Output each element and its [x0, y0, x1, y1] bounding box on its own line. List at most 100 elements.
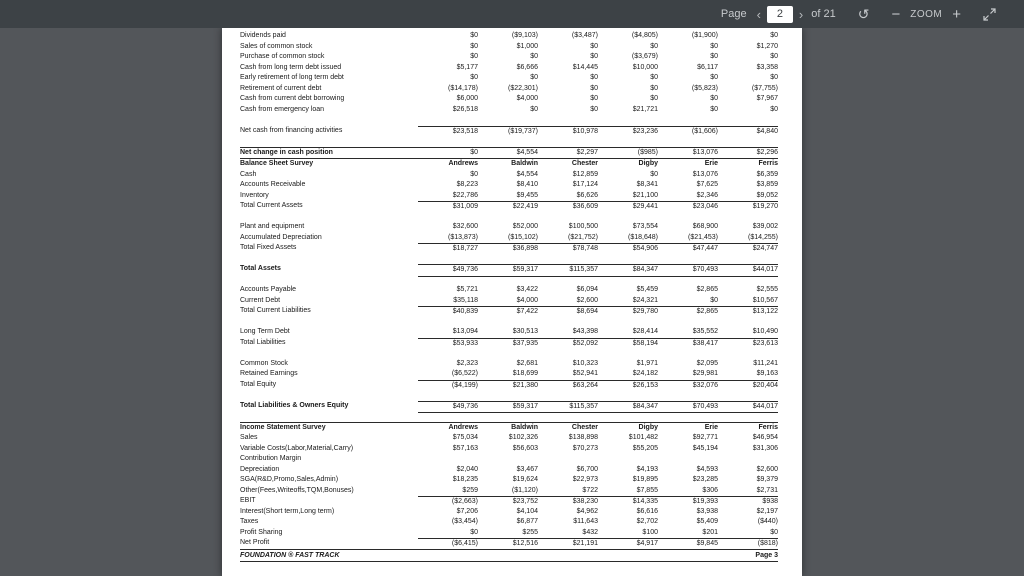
cell-value: $21,191 [538, 538, 598, 550]
cell-value: $2,095 [696, 359, 718, 367]
cell-value: $30,513 [512, 328, 538, 335]
cell-value: $70,273 [572, 444, 598, 452]
column-header: Digby [638, 160, 658, 167]
cell-value: $1,270 [756, 42, 778, 50]
next-page-button[interactable]: › [799, 8, 803, 21]
cell-value: $138,898 [568, 434, 598, 441]
cell-value: $0 [470, 170, 478, 178]
cell-value: $1,000 [516, 42, 538, 50]
cell-value: $17,124 [572, 181, 598, 188]
row-label: Total Current Liabilities [240, 307, 311, 314]
table-row: Cash from current debt borrowing $6,000 $4… [240, 94, 778, 105]
cell-value: $0 [590, 105, 598, 113]
table-row: SGA(R&D,Promo,Sales,Admin) $18,235 $19,624… [240, 475, 778, 486]
table-spacer [240, 348, 778, 359]
report-footer: FOUNDATION ® FAST TRACK Page 3 [240, 548, 778, 562]
cell-value: $0 [530, 74, 538, 81]
cell-value: $63,264 [538, 379, 598, 392]
cell-value: $8,223 [456, 181, 478, 188]
cell-value: ($21,752) [568, 233, 598, 241]
table-row: Total Liabilities $53,933 $37,935 $52,092 $5… [240, 337, 778, 350]
cell-value: $43,398 [572, 328, 598, 335]
table-row: Taxes ($3,454) $6,877 $11,643 $2,702 $5,409 ($… [240, 517, 778, 528]
cell-value: $5,409 [696, 518, 718, 525]
document-canvas[interactable]: Dividends paid $0 ($9,103) ($3,487) ($4,805)… [0, 28, 1024, 576]
cell-value: $19,270 [718, 201, 778, 213]
cell-value: ($9,103) [511, 32, 538, 39]
cell-value: $306 [702, 486, 718, 494]
cell-value: $0 [650, 84, 658, 92]
cell-value: ($1,606) [658, 125, 718, 138]
cell-value: ($4,199) [418, 379, 478, 392]
zoom-in-button[interactable]: + [952, 7, 961, 22]
cell-value: $6,094 [576, 286, 598, 293]
cell-value: $40,839 [418, 306, 478, 318]
cell-value: $0 [470, 74, 478, 81]
row-label: Accounts Receivable [240, 181, 306, 188]
table-row: Total Assets $49,736 $59,317 $115,357 $84,34… [240, 264, 778, 277]
cell-value: ($15,102) [508, 233, 538, 241]
cell-value [478, 454, 538, 465]
cell-value: $7,967 [756, 95, 778, 102]
table-spacer [240, 390, 778, 401]
cell-value: $49,736 [418, 264, 478, 277]
cell-value [658, 454, 718, 465]
zoom-label: ZOOM [910, 8, 943, 20]
row-label: Variable Costs(Labor,Material,Carry) [240, 444, 354, 452]
cell-value: $0 [470, 53, 478, 60]
row-label: Taxes [240, 518, 259, 525]
row-label: Cash from emergency loan [240, 105, 325, 113]
cell-value: $20,404 [718, 379, 778, 392]
cell-value: $938 [718, 496, 778, 508]
column-header: Chester [571, 160, 598, 167]
cell-value: $2,555 [756, 286, 778, 293]
table-row: Common Stock $2,323 $2,681 $10,323 $1,971 $2,… [240, 359, 778, 370]
cell-value: $75,034 [452, 434, 478, 441]
fullscreen-icon [983, 7, 996, 21]
table-row: Accounts Receivable $8,223 $8,410 $17,124 $8… [240, 180, 778, 191]
fullscreen-button[interactable] [983, 7, 996, 21]
cell-value: ($985) [637, 148, 658, 156]
row-label: Early retirement of long term debt [240, 74, 344, 81]
cell-value: $2,865 [658, 306, 718, 318]
cell-value: $11,643 [573, 518, 598, 525]
row-label: Total Fixed Assets [240, 244, 297, 251]
cell-value: $53,933 [418, 337, 478, 350]
report-footer-brand: FOUNDATION ® FAST TRACK [240, 551, 340, 559]
cell-value: $10,490 [752, 328, 778, 335]
cell-value: $73,554 [632, 223, 658, 230]
cell-value: $13,094 [452, 328, 478, 335]
table-row: EBIT ($2,663) $23,752 $38,230 $14,335 $19,393… [240, 496, 778, 507]
cell-value: $0 [590, 42, 598, 50]
cell-value: $84,347 [598, 264, 658, 277]
page-label: Page [720, 8, 747, 20]
cell-value: $4,554 [516, 148, 538, 156]
cell-value: $0 [770, 53, 778, 60]
rotate-button[interactable]: ↺ [858, 7, 870, 21]
page-input[interactable] [766, 5, 793, 23]
table-row: Profit Sharing $0 $255 $432 $100 $201 $0 [240, 528, 778, 539]
table-row: Contribution Margin [240, 454, 778, 465]
row-label: Accumulated Depreciation [240, 233, 322, 241]
report-footer-page: Page 3 [755, 551, 778, 559]
section-title: Income Statement Survey [240, 423, 326, 431]
cell-value: ($818) [718, 538, 778, 550]
table-spacer [240, 212, 778, 223]
row-label: Cash from long term debt issued [240, 63, 342, 71]
cell-value: $0 [590, 74, 598, 81]
cell-value: $2,323 [456, 359, 478, 367]
cell-value: ($13,873) [448, 233, 478, 241]
cell-value: $70,493 [658, 400, 718, 413]
table-row: Plant and equipment $32,600 $52,000 $100,50… [240, 222, 778, 233]
row-label: Retained Earnings [240, 370, 298, 377]
cell-value: $24,182 [632, 370, 658, 377]
table-row: Cash $0 $4,554 $12,859 $0 $13,076 $6,359 [240, 170, 778, 181]
prev-page-button[interactable]: ‹ [757, 8, 761, 21]
zoom-out-button[interactable]: − [891, 7, 900, 22]
cell-value: $52,092 [538, 337, 598, 350]
plus-icon: + [952, 5, 961, 23]
cell-value: $29,441 [598, 201, 658, 213]
row-label: Inventory [240, 191, 269, 199]
cell-value: $57,163 [452, 444, 478, 452]
cell-value: ($5,823) [691, 84, 718, 92]
